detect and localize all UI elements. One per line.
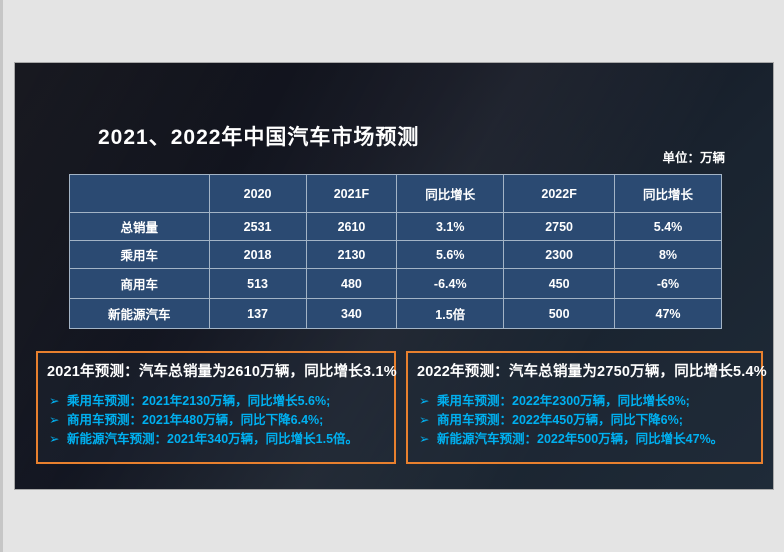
note-title-2021: 2021年预测：汽车总销量为2610万辆，同比增长3.1% [47, 364, 397, 380]
row-label: 乘用车 [69, 240, 210, 269]
bullet-text: 新能源汽车预测：2021年340万辆，同比增长1.5倍。 [67, 432, 359, 446]
row-label: 新能源汽车 [69, 298, 210, 329]
bullet-text: 商用车预测：2022年450万辆，同比下降6%; [437, 413, 683, 427]
note-box-2021: 2021年预测：汽车总销量为2610万辆，同比增长3.1% ➢ 乘用车预测：202… [36, 351, 397, 464]
arrow-bullet-icon: ➢ [49, 394, 60, 408]
header-cell-2021f: 2021F [305, 174, 398, 213]
bullet-item: ➢ 乘用车预测：2021年2130万辆，同比增长5.6%; [47, 392, 385, 411]
cell: 137 [208, 298, 307, 329]
arrow-bullet-icon: ➢ [419, 394, 430, 408]
slide: 2021、2022年中国汽车市场预测 单位：万辆 2020 2021F 同比增长… [14, 62, 774, 490]
cell: 2300 [503, 240, 616, 269]
header-cell-empty [69, 174, 210, 213]
cell: 8% [614, 240, 722, 269]
cell: -6.4% [396, 268, 505, 299]
bullet-text: 乘用车预测：2022年2300万辆，同比增长8%; [437, 394, 690, 408]
cell: 2610 [305, 212, 398, 241]
cell: 500 [503, 298, 616, 329]
page-title: 2021、2022年中国汽车市场预测 [98, 126, 420, 149]
bullet-item: ➢ 新能源汽车预测：2021年340万辆，同比增长1.5倍。 [47, 430, 385, 449]
cell: 2018 [208, 240, 307, 269]
bullet-item: ➢ 新能源汽车预测：2022年500万辆，同比增长47%。 [417, 430, 752, 449]
forecast-table: 2020 2021F 同比增长 2022F 同比增长 总销量 2531 2610… [69, 174, 722, 329]
header-cell-yoy-2021: 同比增长 [396, 174, 505, 213]
bullet-text: 商用车预测：2021年480万辆，同比下降6.4%; [67, 413, 324, 427]
unit-label: 单位：万辆 [662, 151, 725, 165]
table-row-total-sales: 总销量 2531 2610 3.1% 2750 5.4% [69, 212, 722, 241]
bullet-text: 新能源汽车预测：2022年500万辆，同比增长47%。 [437, 432, 724, 446]
header-cell-2022f: 2022F [503, 174, 616, 213]
table-header-row: 2020 2021F 同比增长 2022F 同比增长 [69, 174, 722, 213]
table-row-passenger: 乘用车 2018 2130 5.6% 2300 8% [69, 240, 722, 269]
cell: -6% [614, 268, 722, 299]
cell: 5.4% [614, 212, 722, 241]
row-label: 商用车 [69, 268, 210, 299]
note-box-2022: 2022年预测：汽车总销量为2750万辆，同比增长5.4% ➢ 乘用车预测：202… [406, 351, 767, 464]
cell: 47% [614, 298, 722, 329]
arrow-bullet-icon: ➢ [419, 432, 430, 446]
cell: 513 [208, 268, 307, 299]
arrow-bullet-icon: ➢ [419, 413, 430, 427]
cell: 450 [503, 268, 616, 299]
bullet-item: ➢ 商用车预测：2021年480万辆，同比下降6.4%; [47, 411, 385, 430]
cell: 2130 [305, 240, 398, 269]
bullet-item: ➢ 乘用车预测：2022年2300万辆，同比增长8%; [417, 392, 752, 411]
cell: 480 [305, 268, 398, 299]
cell: 3.1% [396, 212, 505, 241]
cell: 5.6% [396, 240, 505, 269]
cell: 340 [305, 298, 398, 329]
header-cell-2020: 2020 [208, 174, 307, 213]
cell: 2531 [208, 212, 307, 241]
note-title-2022: 2022年预测：汽车总销量为2750万辆，同比增长5.4% [417, 364, 767, 380]
cell: 1.5倍 [396, 298, 505, 329]
table-row-commercial: 商用车 513 480 -6.4% 450 -6% [69, 268, 722, 299]
arrow-bullet-icon: ➢ [49, 413, 60, 427]
row-label: 总销量 [69, 212, 210, 241]
header-cell-yoy-2022: 同比增长 [614, 174, 722, 213]
window-edge [0, 0, 3, 552]
table-row-nev: 新能源汽车 137 340 1.5倍 500 47% [69, 298, 722, 329]
bullet-item: ➢ 商用车预测：2022年450万辆，同比下降6%; [417, 411, 752, 430]
arrow-bullet-icon: ➢ [49, 432, 60, 446]
bullet-text: 乘用车预测：2021年2130万辆，同比增长5.6%; [67, 394, 331, 408]
cell: 2750 [503, 212, 616, 241]
